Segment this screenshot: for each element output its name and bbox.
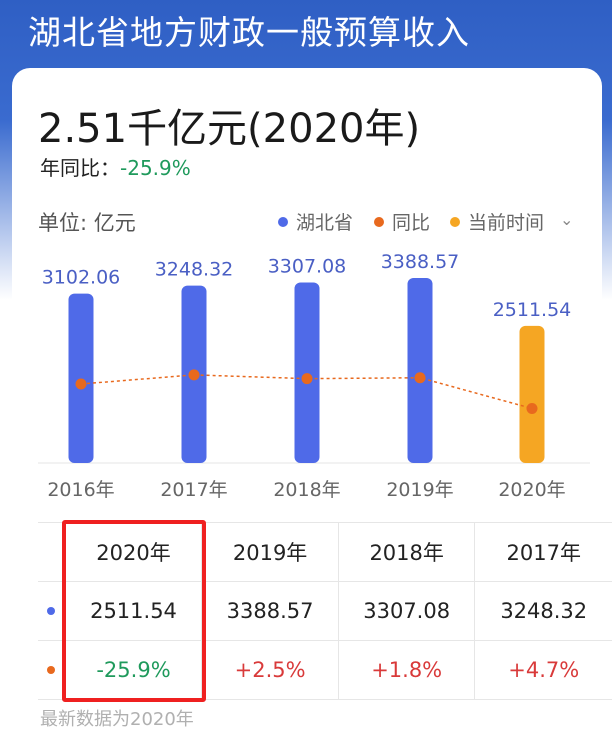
chevron-down-icon[interactable]: ⌄ bbox=[560, 210, 574, 229]
unit-label: 单位: 亿元 bbox=[38, 211, 136, 235]
table-cell: +4.7% bbox=[508, 658, 580, 682]
bar bbox=[294, 282, 320, 463]
legend-label: 湖北省 bbox=[296, 212, 354, 234]
yoy-point bbox=[75, 378, 87, 390]
table-cell: -25.9% bbox=[66, 641, 203, 699]
bar bbox=[68, 293, 94, 463]
yoy-point bbox=[301, 373, 313, 385]
table-cell: +2.5% bbox=[202, 641, 339, 699]
yoy-value: -25.9% bbox=[120, 156, 191, 180]
x-tick-label: 2018年 bbox=[273, 479, 340, 501]
series-dot-icon bbox=[47, 666, 56, 674]
table-cell: 3248.32 bbox=[500, 599, 588, 623]
table-lead-cell bbox=[38, 523, 66, 581]
legend-item-current[interactable]: 当前时间 bbox=[450, 208, 544, 235]
bar bbox=[519, 325, 545, 463]
table-cell: 3307.08 bbox=[339, 582, 476, 640]
table-cell: 3388.57 bbox=[202, 582, 339, 640]
x-tick-label: 2019年 bbox=[386, 479, 453, 501]
x-tick-label: 2017年 bbox=[160, 479, 227, 501]
table-row: -25.9% +2.5% +1.8% +4.7% bbox=[38, 641, 612, 700]
footnote: 最新数据为2020年 bbox=[40, 709, 194, 730]
page-title: 湖北省地方财政一般预算收入 bbox=[28, 13, 470, 52]
bar-value-label: 3248.32 bbox=[155, 259, 234, 281]
table-row: 2511.54 3388.57 3307.08 3248.32 bbox=[38, 582, 612, 641]
bar-value-label: 3102.06 bbox=[42, 267, 121, 289]
bar bbox=[407, 278, 433, 463]
series-dot-icon bbox=[47, 607, 56, 615]
yoy-line bbox=[80, 374, 533, 410]
legend-label: 同比 bbox=[392, 212, 431, 234]
table-lead-cell bbox=[38, 582, 66, 640]
yoy-point bbox=[526, 402, 538, 414]
legend-dot-icon bbox=[450, 216, 460, 227]
legend-dot-icon bbox=[374, 216, 384, 227]
yoy-label: 年同比： bbox=[40, 156, 120, 180]
table-header: 2019年 bbox=[202, 523, 339, 581]
yoy-point bbox=[188, 369, 200, 381]
bar-value-label: 3388.57 bbox=[381, 251, 460, 273]
legend-item-yoy[interactable]: 同比 bbox=[374, 208, 430, 235]
x-tick-label: 2020年 bbox=[498, 479, 565, 501]
table-cell: +1.8% bbox=[339, 641, 476, 699]
yoy-point bbox=[414, 372, 426, 384]
yoy-summary: 年同比：-25.9% bbox=[40, 152, 191, 181]
bar-value-label: 3307.08 bbox=[268, 255, 347, 277]
legend-label: 当前时间 bbox=[468, 212, 545, 234]
table-header: 2018年 bbox=[339, 523, 476, 581]
table-header: 2020年 bbox=[66, 523, 203, 581]
legend-dot-icon bbox=[278, 216, 288, 227]
table-header-row: 2020年 2019年 2018年 2017年 bbox=[38, 523, 612, 582]
data-table: 2020年 2019年 2018年 2017年 2511.54 3388.57 … bbox=[38, 522, 612, 700]
table-lead-cell bbox=[38, 641, 66, 699]
bar-chart: 3102.06 2016年 3248.32 2017年 3307.08 2018年 3388… bbox=[38, 251, 590, 501]
table-header: 2017年 bbox=[506, 541, 581, 565]
headline-value: 2.51千亿元(2020年) bbox=[38, 106, 421, 152]
x-tick-label: 2016年 bbox=[47, 479, 114, 501]
table-cell: 2511.54 bbox=[66, 582, 203, 640]
legend-item-province[interactable]: 湖北省 bbox=[278, 208, 353, 235]
bar-value-label: 2511.54 bbox=[493, 299, 572, 321]
